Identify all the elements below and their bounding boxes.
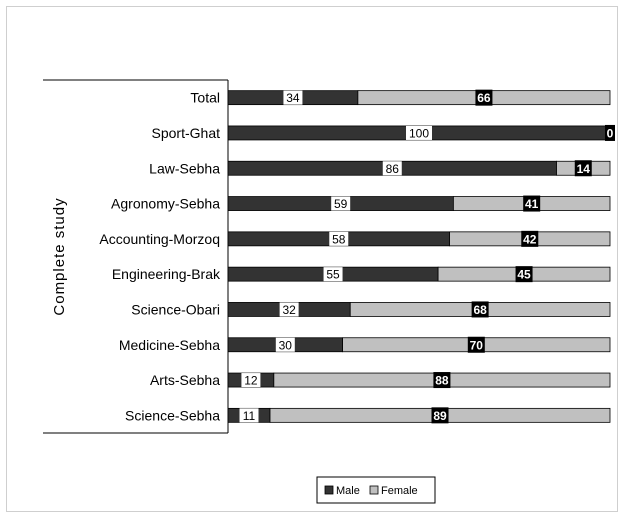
data-label-male: 59 — [334, 197, 348, 211]
data-label-male: 12 — [244, 374, 258, 388]
category-label: Engineering-Brak — [112, 266, 221, 282]
category-label: Law-Sebha — [149, 160, 220, 176]
data-label-bg-male — [406, 125, 432, 140]
data-label-bg-female — [605, 124, 615, 141]
data-label-male: 55 — [326, 268, 340, 282]
data-label-bg-male — [279, 302, 299, 317]
data-label-bg-female — [431, 407, 449, 424]
legend: Male Female — [316, 476, 436, 504]
data-label-female: 41 — [525, 197, 539, 211]
data-label-bg-female — [521, 230, 539, 247]
data-label-bg-female — [475, 89, 493, 106]
chart-frame: Complete study Total 34 66 Sport-Ghat 100 0 La… — [6, 6, 618, 512]
data-label-male: 86 — [386, 162, 400, 176]
category-label: Total — [190, 90, 220, 106]
data-label-bg-male — [323, 267, 343, 282]
data-label-bg-male — [329, 231, 349, 246]
data-label-bg-female — [433, 372, 451, 389]
data-label-bg-male — [283, 90, 303, 105]
category-label: Science-Sebha — [125, 407, 220, 423]
data-label-bg-female — [467, 336, 485, 353]
data-label-female: 45 — [517, 268, 531, 282]
y-axis-label: Complete study — [51, 197, 68, 315]
data-label-bg-male — [241, 373, 261, 388]
data-label-male: 34 — [286, 91, 300, 105]
data-label-bg-male — [275, 337, 295, 352]
data-label-bg-male — [239, 408, 259, 423]
data-label-male: 30 — [279, 338, 293, 352]
data-label-bg-female — [574, 160, 592, 177]
data-label-male: 100 — [409, 126, 429, 140]
data-label-male: 11 — [243, 409, 256, 423]
category-label: Agronomy-Sebha — [111, 196, 220, 212]
category-label: Sport-Ghat — [152, 125, 221, 141]
data-label-female: 66 — [477, 91, 491, 105]
data-label-bg-female — [471, 301, 489, 318]
data-label-female: 0 — [607, 126, 614, 140]
data-label-female: 14 — [577, 162, 591, 176]
legend-swatch-male — [324, 485, 334, 495]
data-label-female: 89 — [433, 409, 447, 423]
data-label-bg-female — [515, 266, 533, 283]
category-label: Accounting-Morzoq — [99, 231, 220, 247]
data-label-male: 58 — [332, 232, 346, 246]
category-label: Medicine-Sebha — [119, 337, 220, 353]
category-label: Arts-Sebha — [150, 372, 220, 388]
category-label: Science-Obari — [131, 301, 220, 317]
legend-label-male: Male — [336, 485, 360, 497]
data-label-female: 68 — [473, 303, 487, 317]
data-label-female: 70 — [470, 338, 484, 352]
data-label-male: 32 — [282, 303, 296, 317]
legend-swatch-female — [369, 485, 379, 495]
data-label-female: 88 — [435, 374, 449, 388]
data-label-bg-male — [331, 196, 351, 211]
legend-label-female: Female — [381, 485, 418, 497]
data-label-bg-female — [523, 195, 541, 212]
data-label-bg-male — [382, 161, 402, 176]
stacked-bar-chart: Complete study Total 34 66 Sport-Ghat 100 0 La… — [43, 79, 615, 504]
labels-layer: Total 34 66 Sport-Ghat 100 0 Law-Sebha 86 14 Agro… — [99, 89, 615, 424]
data-label-female: 42 — [523, 232, 537, 246]
